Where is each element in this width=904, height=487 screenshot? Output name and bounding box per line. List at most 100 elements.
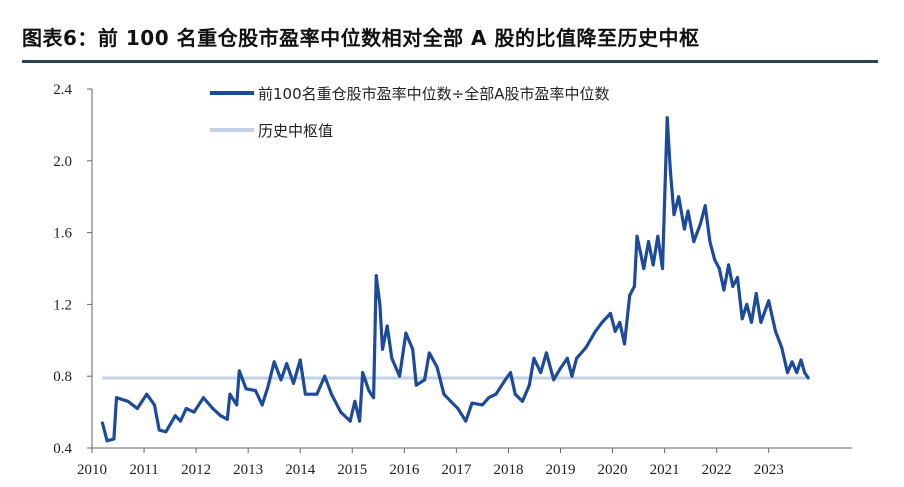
data-point — [303, 392, 307, 396]
data-point — [105, 439, 109, 443]
data-point — [682, 227, 686, 231]
data-point — [740, 317, 744, 321]
data-point — [780, 345, 784, 349]
data-point — [656, 234, 660, 238]
y-tick-label: 1.6 — [53, 226, 72, 242]
x-tick-label: 2017 — [441, 462, 472, 478]
data-point — [708, 240, 712, 244]
series-lines — [100, 116, 810, 443]
data-point — [435, 365, 439, 369]
title-divider — [22, 60, 878, 63]
chart-title: 图表6：前 100 名重仓股市盈率中位数相对全部 A 股的比值降至历史中枢 — [22, 26, 700, 50]
data-point — [358, 419, 362, 423]
data-point — [244, 387, 248, 391]
data-point — [558, 367, 562, 371]
data-point — [100, 421, 104, 425]
legend: 前100名重仓股市盈率中位数÷全部A股市盈率中位数 历史中枢值 — [210, 85, 609, 140]
data-point — [135, 407, 139, 411]
x-tick-label: 2020 — [598, 462, 628, 478]
data-point — [790, 360, 794, 364]
data-point — [692, 240, 696, 244]
x-tick-label: 2015 — [337, 462, 367, 478]
data-point — [668, 168, 672, 172]
data-point — [228, 392, 232, 396]
data-point — [803, 371, 807, 375]
data-point — [799, 358, 803, 362]
data-point — [494, 392, 498, 396]
data-point — [661, 267, 665, 270]
data-point — [272, 360, 276, 364]
series-line-ratio — [100, 116, 810, 443]
data-point — [699, 222, 703, 226]
data-point — [600, 320, 604, 324]
data-point — [623, 342, 627, 346]
data-point — [253, 389, 257, 393]
data-point — [329, 392, 333, 396]
y-tick-label: 2.4 — [53, 82, 72, 98]
data-point — [759, 320, 763, 324]
data-point — [651, 263, 655, 267]
legend-label-median: 历史中枢值 — [258, 122, 333, 140]
data-point — [219, 414, 223, 418]
data-point — [767, 299, 771, 303]
data-point — [464, 419, 468, 423]
x-tick-label: 2023 — [754, 462, 784, 478]
data-point — [378, 302, 382, 306]
data-point — [211, 407, 215, 411]
data-point — [157, 428, 161, 432]
data-point — [152, 403, 156, 407]
data-point — [323, 374, 327, 378]
x-tick-label: 2019 — [545, 462, 575, 478]
data-point — [539, 371, 543, 375]
data-point — [367, 389, 371, 393]
data-point — [703, 204, 707, 208]
data-point — [361, 371, 365, 375]
data-point — [717, 267, 721, 270]
data-point — [773, 329, 777, 333]
legend-label-ratio: 前100名重仓股市盈率中位数÷全部A股市盈率中位数 — [258, 85, 609, 103]
data-point — [646, 240, 650, 244]
data-point — [713, 258, 717, 262]
data-point — [635, 234, 639, 238]
data-point — [565, 356, 569, 360]
x-tick-label: 2014 — [285, 462, 316, 478]
data-point — [398, 374, 402, 378]
data-point — [449, 399, 453, 403]
data-point — [339, 410, 343, 414]
data-point — [618, 320, 622, 324]
data-point — [126, 399, 130, 403]
data-point — [745, 302, 749, 306]
data-point — [470, 401, 474, 405]
data-point — [735, 275, 739, 279]
data-point — [184, 407, 188, 411]
data-point — [260, 403, 264, 407]
data-point — [731, 284, 735, 288]
data-point — [442, 392, 446, 396]
data-point — [527, 383, 531, 387]
data-point — [544, 351, 548, 355]
data-point — [411, 347, 415, 351]
data-point — [487, 396, 491, 400]
data-point — [754, 292, 758, 296]
data-point — [584, 345, 588, 349]
data-point — [374, 274, 378, 278]
data-point — [480, 403, 484, 407]
data-point — [722, 288, 726, 292]
data-point — [509, 371, 513, 375]
data-point — [552, 378, 556, 382]
data-point — [575, 356, 579, 360]
data-point — [291, 381, 295, 385]
data-point — [806, 376, 810, 380]
data-point — [390, 356, 394, 360]
data-point — [353, 399, 357, 403]
data-point — [145, 392, 149, 396]
data-point — [112, 437, 116, 441]
y-tick-label: 2.0 — [53, 154, 72, 170]
data-point — [503, 378, 507, 382]
data-point — [593, 329, 597, 333]
data-point — [380, 347, 384, 351]
data-point — [520, 399, 524, 403]
data-point — [532, 356, 536, 360]
data-point — [414, 383, 418, 387]
